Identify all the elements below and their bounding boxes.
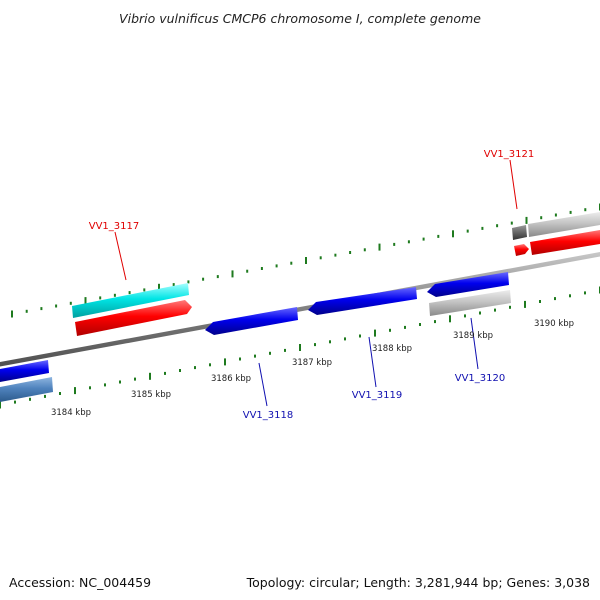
leader-vv1-3119 xyxy=(368,336,377,388)
label-vv1-3117: VV1_3117 xyxy=(89,221,140,232)
scale-labels: 3184 kbp 3185 kbp 3186 kbp 3187 kbp 3188… xyxy=(51,319,574,418)
gene-vv1-3117-rna xyxy=(72,283,189,318)
label-vv1-3118: VV1_3118 xyxy=(243,410,294,421)
leader-vv1-3120 xyxy=(470,317,479,370)
accession-text: Accession: NC_004459 xyxy=(9,575,152,590)
scale-label: 3187 kbp xyxy=(292,358,332,368)
map-title: Vibrio vulnificus CMCP6 chromosome I, co… xyxy=(119,11,481,26)
genome-summary-text: Topology: circular; Length: 3,281,944 bp… xyxy=(246,575,590,590)
label-vv1-3119: VV1_3119 xyxy=(352,390,403,401)
gene-red-arrow xyxy=(514,244,529,256)
reverse-strand xyxy=(0,272,511,402)
scale-label: 3188 kbp xyxy=(372,344,412,354)
forward-strand xyxy=(72,212,600,336)
leader-vv1-3121 xyxy=(509,159,518,210)
label-vv1-3121: VV1_3121 xyxy=(484,149,535,160)
gene-steel-left xyxy=(0,377,53,402)
chromosome-backbone xyxy=(0,252,600,367)
gene-vv1-3120 xyxy=(427,272,509,297)
gene-grey-upper xyxy=(528,212,600,237)
gene-grey-lower xyxy=(429,290,511,316)
scale-label: 3184 kbp xyxy=(51,408,91,418)
scale-label: 3185 kbp xyxy=(131,390,171,400)
leader-vv1-3117 xyxy=(114,231,127,281)
tick-marks xyxy=(0,203,600,409)
label-vv1-3120: VV1_3120 xyxy=(455,373,506,384)
gene-vv1-3118 xyxy=(205,307,298,335)
gene-labels: VV1_3117 VV1_3121 VV1_3118 VV1_3119 VV1_… xyxy=(89,149,535,421)
scale-label: 3186 kbp xyxy=(211,374,251,384)
gene-vv1-3117 xyxy=(75,300,192,336)
scale-label: 3189 kbp xyxy=(453,331,493,341)
leader-vv1-3118 xyxy=(258,362,268,407)
gene-vv1-3121 xyxy=(530,230,600,255)
gene-dark-upper xyxy=(512,225,527,240)
scale-label: 3190 kbp xyxy=(534,319,574,329)
gene-blue-left xyxy=(0,360,49,382)
gene-vv1-3119 xyxy=(308,287,417,315)
